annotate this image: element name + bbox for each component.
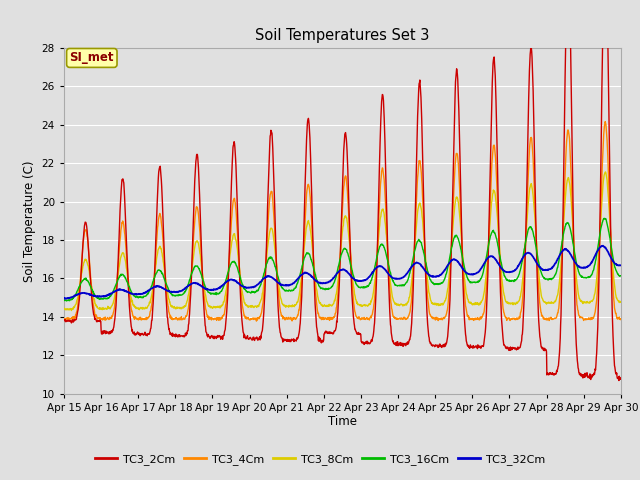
Title: Soil Temperatures Set 3: Soil Temperatures Set 3 <box>255 28 429 43</box>
Text: SI_met: SI_met <box>70 51 114 64</box>
Y-axis label: Soil Temperature (C): Soil Temperature (C) <box>23 160 36 282</box>
X-axis label: Time: Time <box>328 415 357 429</box>
Legend: TC3_2Cm, TC3_4Cm, TC3_8Cm, TC3_16Cm, TC3_32Cm: TC3_2Cm, TC3_4Cm, TC3_8Cm, TC3_16Cm, TC3… <box>91 450 549 469</box>
